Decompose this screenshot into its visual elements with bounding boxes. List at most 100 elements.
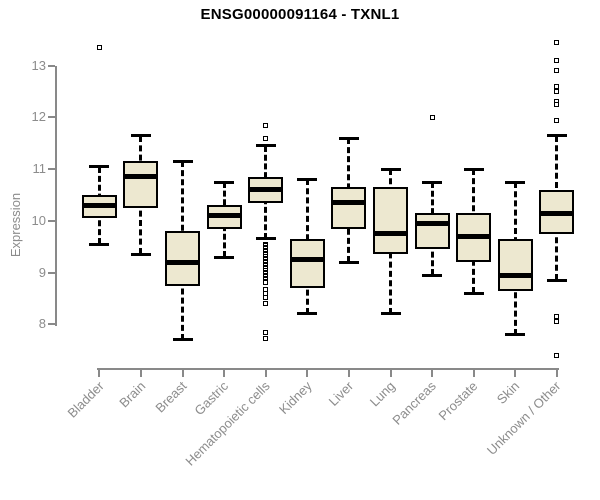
whisker-cap-lower	[463, 291, 484, 295]
x-axis-tick	[139, 370, 142, 377]
y-tick-label: 13	[31, 57, 46, 73]
x-axis-tick	[555, 370, 558, 377]
whisker-cap-upper	[89, 165, 110, 169]
x-tick-label: Breast	[152, 378, 190, 416]
y-axis-tick	[48, 168, 55, 171]
box-kidney	[289, 238, 325, 289]
box-lung	[373, 187, 408, 255]
outlier-point	[263, 329, 269, 335]
outlier-point	[554, 68, 560, 74]
x-tick-label: Liver	[325, 378, 356, 409]
x-tick-label: Unknown / Other	[484, 378, 564, 458]
whisker-cap-upper	[172, 159, 193, 163]
outlier-point	[263, 336, 269, 342]
outlier-point	[263, 280, 269, 286]
outlier-point	[554, 58, 560, 64]
whisker-cap-upper	[463, 167, 484, 171]
outlier-point	[96, 45, 102, 51]
outlier-point	[554, 83, 560, 89]
median-line-pancreas	[416, 220, 448, 226]
box-skin	[497, 238, 533, 291]
whisker-cap-lower	[214, 255, 235, 259]
outlier-point	[263, 122, 269, 128]
outlier-point	[263, 290, 269, 296]
median-line-bladder	[83, 202, 115, 208]
whisker-cap-upper	[380, 167, 401, 171]
x-axis-tick	[181, 370, 184, 377]
x-tick-label: Gastric	[191, 378, 232, 419]
x-tick-label: Brain	[115, 378, 148, 411]
median-line-lung	[375, 231, 406, 237]
outlier-point	[263, 295, 269, 301]
x-axis-tick	[223, 370, 226, 377]
x-axis-line	[97, 368, 559, 370]
x-axis-tick	[431, 370, 434, 377]
whisker-cap-lower	[422, 273, 443, 277]
y-axis-line	[55, 65, 57, 327]
x-axis-tick	[347, 370, 350, 377]
outlier-point	[554, 319, 560, 325]
box-liver	[331, 187, 367, 229]
whisker-cap-lower	[255, 237, 276, 241]
x-tick-label: Bladder	[63, 378, 107, 421]
box-breast	[165, 231, 200, 286]
outlier-point	[263, 300, 269, 306]
median-line-brain	[125, 174, 157, 180]
x-axis-tick	[98, 370, 101, 377]
whisker-cap-upper	[255, 144, 276, 148]
chart-title: ENSG00000091164 - TXNL1	[200, 6, 400, 23]
median-line-unknown-other	[541, 210, 573, 216]
y-axis-tick	[48, 219, 55, 222]
median-line-breast	[167, 259, 198, 265]
median-line-kidney	[291, 257, 323, 263]
whisker-cap-lower	[130, 252, 151, 256]
median-line-prostate	[458, 233, 490, 239]
x-axis-tick	[514, 370, 517, 377]
x-axis-tick	[306, 370, 309, 377]
outlier-point	[263, 135, 269, 141]
whisker-cap-upper	[422, 180, 443, 184]
y-tick-label: 8	[38, 316, 46, 332]
median-line-hematopoietic-cells	[250, 187, 282, 193]
whisker-cap-lower	[297, 312, 318, 316]
x-tick-label: Pancreas	[389, 378, 440, 428]
whisker-cap-lower	[505, 333, 526, 337]
whisker-cap-lower	[380, 312, 401, 316]
outlier-point	[554, 89, 560, 95]
x-tick-label: Lung	[366, 378, 398, 410]
outlier-point	[554, 39, 560, 45]
y-axis-tick	[48, 64, 55, 67]
outlier-point	[554, 352, 560, 358]
whisker-cap-upper	[338, 136, 359, 140]
y-axis-tick	[48, 323, 55, 326]
x-axis-tick	[389, 370, 392, 377]
outlier-point	[429, 114, 435, 120]
y-axis-tick	[48, 271, 55, 274]
whisker-cap-upper	[546, 134, 567, 138]
whisker-cap-upper	[297, 177, 318, 181]
y-tick-label: 11	[32, 161, 47, 177]
median-line-gastric	[208, 213, 240, 219]
whisker-cap-lower	[89, 242, 110, 246]
whisker-cap-upper	[214, 180, 235, 184]
whisker-cap-upper	[505, 180, 526, 184]
y-tick-label: 9	[38, 264, 46, 280]
x-axis-tick	[472, 370, 475, 377]
x-axis-tick	[264, 370, 267, 377]
box-brain	[123, 161, 159, 208]
whisker-cap-lower	[172, 338, 193, 342]
outlier-point	[554, 314, 560, 320]
outlier-point	[554, 117, 560, 123]
median-line-liver	[333, 200, 365, 206]
whisker-cap-lower	[338, 260, 359, 264]
y-axis-tick	[48, 116, 55, 119]
whisker-cap-upper	[130, 134, 151, 138]
x-tick-label: Prostate	[435, 378, 481, 424]
median-line-skin	[499, 272, 531, 278]
x-tick-label: Kidney	[275, 378, 315, 418]
y-tick-label: 10	[31, 212, 46, 228]
x-tick-label: Skin	[493, 378, 523, 407]
whisker-cap-lower	[546, 278, 567, 282]
box-pancreas	[414, 213, 450, 250]
